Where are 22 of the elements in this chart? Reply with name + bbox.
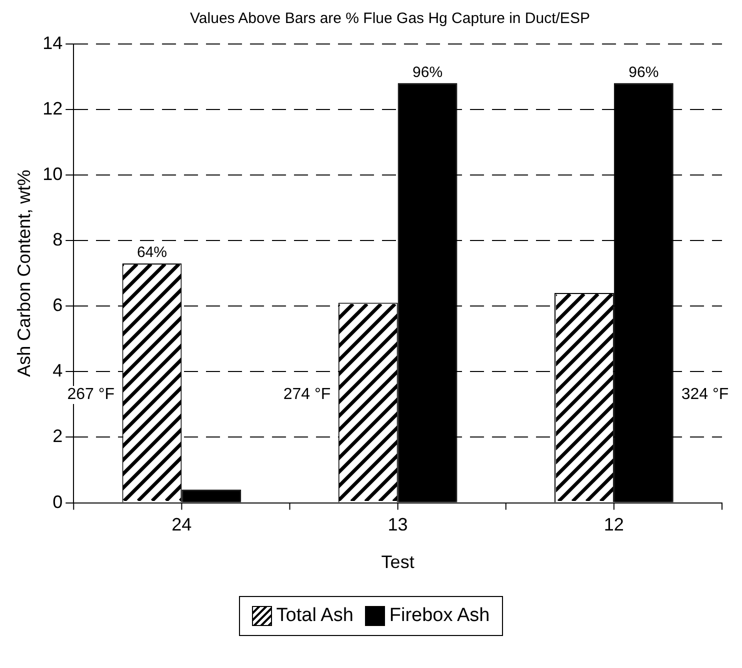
- annotation: 64%: [136, 244, 167, 262]
- annotation: 96%: [628, 64, 659, 81]
- annotation: 96%: [412, 64, 443, 81]
- x-axis-title: Test: [381, 552, 414, 572]
- annotation: 267 °F: [67, 386, 115, 404]
- y-tick-label: 14: [42, 32, 63, 53]
- y-tick-label: 8: [52, 229, 63, 250]
- legend-label: Firebox Ash: [388, 605, 490, 627]
- y-tick-label: 2: [52, 426, 63, 446]
- y-axis-title: Ash Carbon Content, wt%: [14, 170, 34, 377]
- y-tick-label: 6: [52, 295, 63, 316]
- x-tick-label: 13: [388, 514, 408, 535]
- legend-label: Total Ash: [275, 605, 354, 627]
- x-tick-label: 12: [604, 514, 624, 535]
- x-tick-label: 24: [172, 514, 192, 535]
- y-tick-label: 4: [52, 360, 63, 381]
- y-tick-label: 12: [42, 98, 63, 118]
- annotation: 324 °F: [681, 386, 729, 404]
- annotation: 274 °F: [283, 386, 331, 404]
- y-tick-label: 10: [42, 164, 63, 184]
- y-tick-label: 0: [52, 492, 63, 512]
- chart-title: Values Above Bars are % Flue Gas Hg Capture in Duct/ESP: [189, 10, 591, 27]
